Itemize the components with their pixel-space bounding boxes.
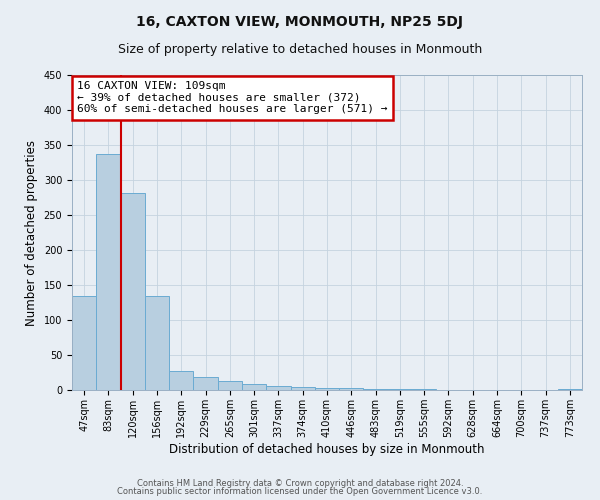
Bar — [339, 388, 364, 390]
Text: Size of property relative to detached houses in Monmouth: Size of property relative to detached ho… — [118, 42, 482, 56]
Text: Contains HM Land Registry data © Crown copyright and database right 2024.: Contains HM Land Registry data © Crown c… — [137, 478, 463, 488]
Bar — [96, 154, 121, 390]
Bar — [169, 371, 193, 390]
Bar — [412, 388, 436, 390]
Bar — [218, 381, 242, 390]
Bar — [72, 296, 96, 390]
Text: 16 CAXTON VIEW: 109sqm
← 39% of detached houses are smaller (372)
60% of semi-de: 16 CAXTON VIEW: 109sqm ← 39% of detached… — [77, 82, 388, 114]
Bar — [193, 378, 218, 390]
Bar — [290, 386, 315, 390]
Y-axis label: Number of detached properties: Number of detached properties — [25, 140, 38, 326]
Bar — [145, 296, 169, 390]
Bar — [315, 388, 339, 390]
Text: Contains public sector information licensed under the Open Government Licence v3: Contains public sector information licen… — [118, 487, 482, 496]
Text: 16, CAXTON VIEW, MONMOUTH, NP25 5DJ: 16, CAXTON VIEW, MONMOUTH, NP25 5DJ — [137, 15, 464, 29]
Bar — [558, 388, 582, 390]
Bar — [242, 384, 266, 390]
X-axis label: Distribution of detached houses by size in Monmouth: Distribution of detached houses by size … — [169, 442, 485, 456]
Bar — [121, 192, 145, 390]
Bar — [266, 386, 290, 390]
